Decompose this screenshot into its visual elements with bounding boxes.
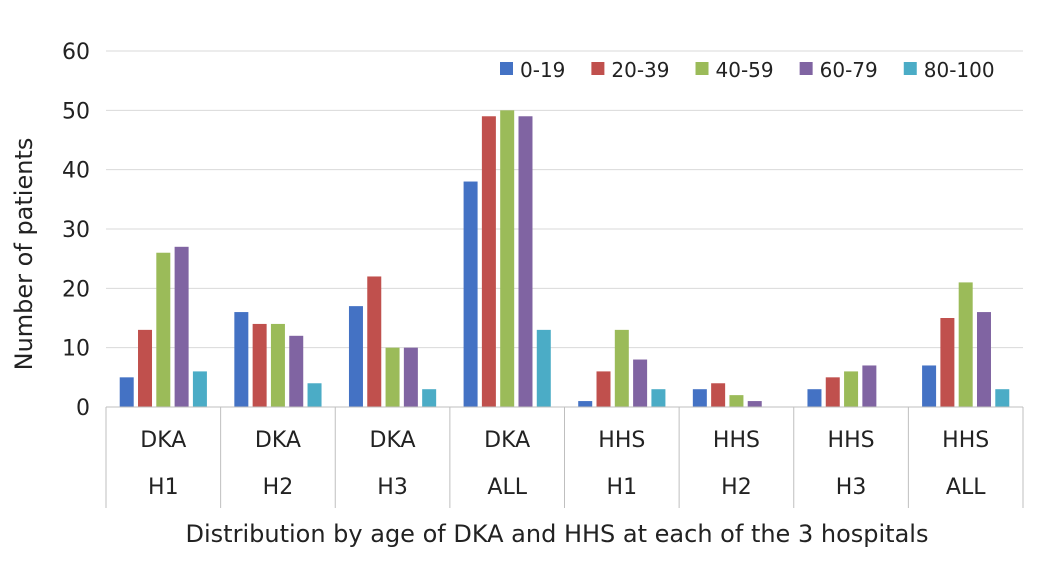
bar — [807, 389, 822, 407]
bar — [270, 323, 285, 407]
x-category-label: DKA — [255, 428, 301, 453]
x-category-label: HHS — [942, 428, 989, 453]
x-category-label: HHS — [713, 428, 760, 453]
bar — [844, 371, 859, 407]
bar — [976, 312, 991, 407]
bar — [289, 335, 304, 407]
bar — [633, 359, 648, 407]
bar — [862, 365, 877, 407]
bar — [192, 371, 207, 407]
bar — [995, 389, 1010, 407]
legend-label: 80-100 — [924, 58, 995, 82]
bar — [385, 347, 400, 407]
bar — [174, 246, 189, 407]
x-category-label: HHS — [828, 428, 875, 453]
legend-label: 40-59 — [716, 58, 774, 82]
bar — [958, 282, 973, 407]
bar — [518, 116, 533, 408]
y-axis-title: Number of patients — [10, 138, 38, 371]
bar — [367, 276, 382, 407]
x-axis-title: Distribution by age of DKA and HHS at ea… — [186, 520, 929, 548]
x-category-sublabel: H1 — [607, 475, 638, 500]
bar — [422, 389, 437, 407]
x-category-label: HHS — [598, 428, 645, 453]
y-tick-label: 20 — [62, 277, 90, 302]
x-category-label: DKA — [484, 428, 530, 453]
y-tick-label: 10 — [62, 337, 90, 362]
axes: 0 10 20 30 40 50 60 DKA H1 DKA H2 DKA H3 DKA ALL HHS H1 H… — [62, 40, 1024, 508]
y-tick-label: 30 — [62, 218, 90, 243]
bar — [252, 323, 267, 407]
y-tick-label: 50 — [62, 99, 90, 124]
bar — [940, 318, 955, 407]
bar — [138, 329, 153, 407]
x-category-sublabel: H1 — [148, 475, 179, 500]
legend-label: 20-39 — [611, 58, 669, 82]
legend-swatch — [799, 62, 813, 75]
bar — [578, 401, 593, 407]
gridlines — [106, 50, 1023, 349]
x-category-sublabel: H3 — [377, 475, 408, 500]
y-tick-label: 0 — [76, 396, 90, 421]
y-tick-label: 60 — [62, 40, 90, 65]
x-category-sublabel: H3 — [836, 475, 867, 500]
bar — [825, 377, 840, 407]
bar — [614, 329, 629, 407]
bar — [463, 181, 478, 407]
y-tick-label: 40 — [62, 159, 90, 184]
bar — [156, 252, 171, 407]
bar — [119, 377, 134, 407]
bar — [651, 389, 666, 407]
bar — [596, 371, 611, 407]
bar — [747, 401, 762, 407]
bar — [481, 116, 496, 408]
bar — [692, 389, 707, 407]
x-category-sublabel: H2 — [263, 475, 294, 500]
bar — [500, 110, 515, 407]
x-category-sublabel: H2 — [721, 475, 752, 500]
legend-swatch — [591, 62, 605, 75]
legend-swatch — [903, 62, 917, 75]
legend-label: 60-79 — [820, 58, 878, 82]
bar — [711, 383, 726, 407]
bar — [536, 329, 551, 407]
x-category-label: DKA — [140, 428, 186, 453]
x-category-label: DKA — [370, 428, 416, 453]
x-category-sublabel: ALL — [946, 475, 986, 500]
bar — [922, 365, 937, 407]
bar — [348, 306, 363, 407]
x-category-sublabel: ALL — [487, 475, 527, 500]
bar — [234, 312, 249, 407]
legend-label: 0-19 — [520, 58, 565, 82]
bar — [729, 395, 744, 407]
bars — [119, 110, 1010, 408]
bar — [403, 347, 418, 407]
legend: 0-19 20-39 40-59 60-79 80-100 — [500, 58, 995, 82]
legend-swatch — [695, 62, 709, 75]
bar — [307, 383, 322, 407]
legend-swatch — [500, 62, 513, 75]
